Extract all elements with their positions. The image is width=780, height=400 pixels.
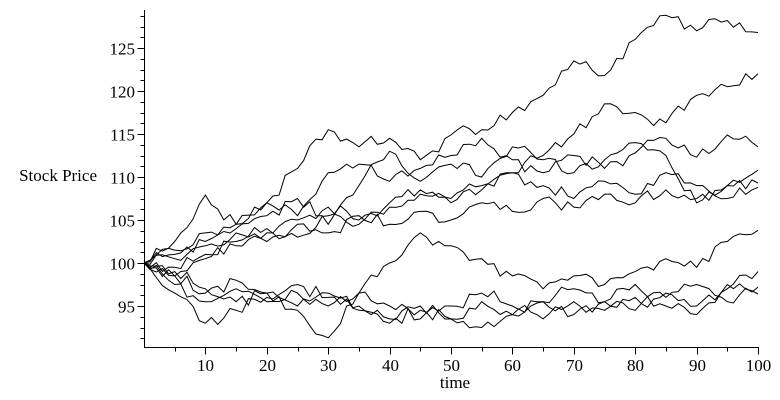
svg-text:120: 120 <box>110 83 136 102</box>
svg-text:125: 125 <box>110 40 136 59</box>
price-path-1 <box>143 14 759 265</box>
svg-text:20: 20 <box>259 356 276 375</box>
svg-text:115: 115 <box>110 126 135 145</box>
x-axis-title: time <box>440 373 470 392</box>
svg-text:50: 50 <box>443 356 460 375</box>
svg-text:80: 80 <box>627 356 644 375</box>
svg-text:30: 30 <box>320 356 337 375</box>
price-path-7 <box>143 229 759 339</box>
svg-text:90: 90 <box>689 356 706 375</box>
price-path-8 <box>143 262 759 321</box>
price-path-5 <box>143 179 759 264</box>
y-axis-title: Stock Price <box>19 166 97 185</box>
price-path-6 <box>143 172 759 277</box>
svg-text:40: 40 <box>382 356 399 375</box>
price-path-2 <box>143 73 759 273</box>
svg-text:60: 60 <box>504 356 521 375</box>
price-path-9 <box>143 262 759 321</box>
tick-labels: 95 100 105 110 115 120 125 10 20 30 40 50 60 70 80 90 10… <box>110 40 772 376</box>
price-paths <box>143 14 759 339</box>
svg-text:110: 110 <box>110 169 135 188</box>
svg-text:70: 70 <box>566 356 583 375</box>
price-path-10 <box>143 262 759 329</box>
price-path-3 <box>143 134 759 264</box>
svg-text:100: 100 <box>110 255 136 274</box>
svg-text:100: 100 <box>746 356 772 375</box>
svg-text:10: 10 <box>197 356 214 375</box>
svg-text:105: 105 <box>110 212 136 231</box>
svg-text:95: 95 <box>118 298 135 317</box>
axes <box>137 10 759 355</box>
price-path-4 <box>143 142 759 264</box>
